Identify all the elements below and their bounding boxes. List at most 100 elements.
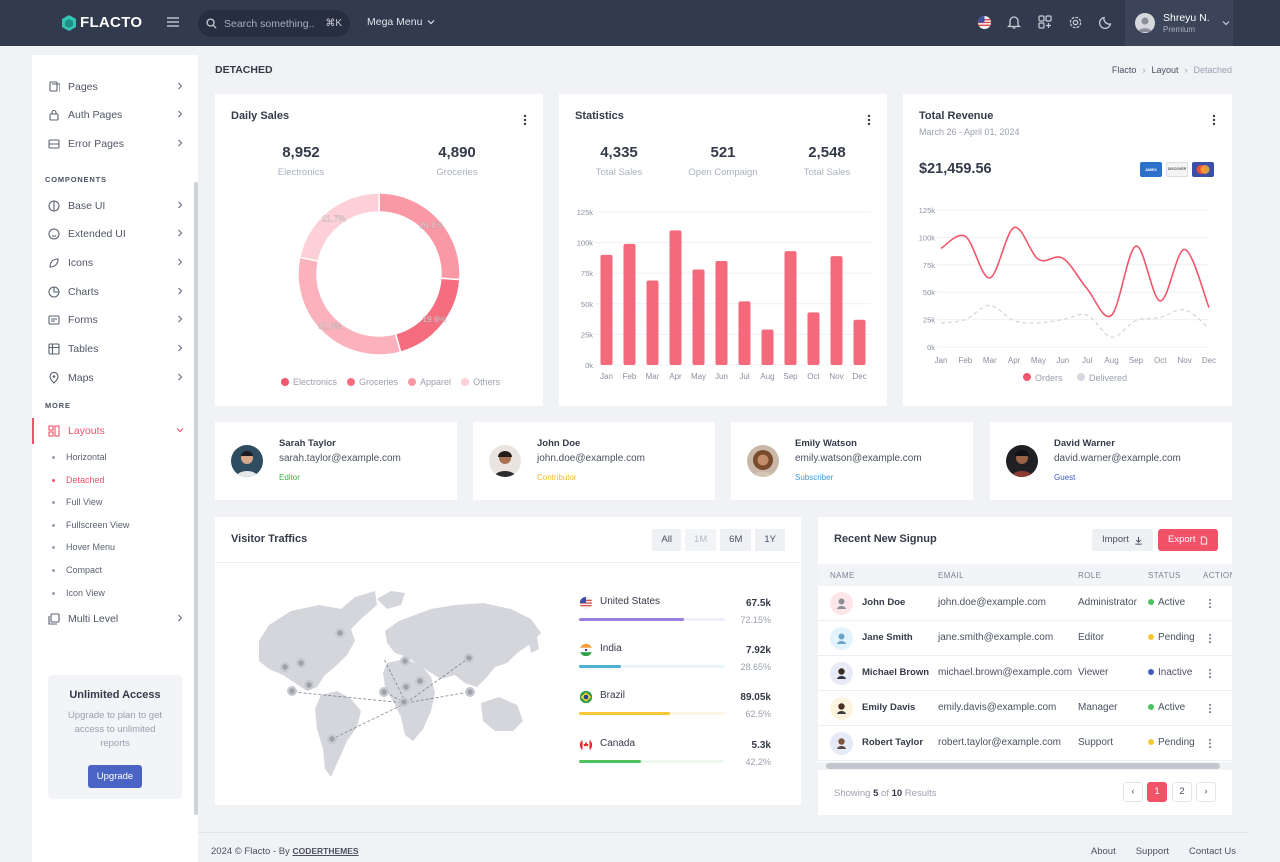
- more-vertical-icon[interactable]: [1208, 633, 1212, 644]
- sidebar-scrollbar[interactable]: [194, 182, 198, 815]
- stat-electronics: 8,952 Electronics: [251, 144, 351, 178]
- moon-icon[interactable]: [1099, 15, 1113, 29]
- breadcrumb-link[interactable]: Flacto: [1111, 65, 1137, 75]
- export-button[interactable]: Export: [1158, 529, 1219, 551]
- table-row[interactable]: John Doe john.doe@example.com Administra…: [818, 586, 1232, 621]
- legend-item[interactable]: Groceries: [347, 377, 398, 387]
- y-tick-label: 25k: [581, 330, 593, 339]
- contact-email[interactable]: david.warner@example.com: [1054, 453, 1181, 464]
- import-button[interactable]: Import: [1092, 529, 1153, 551]
- table-row[interactable]: Michael Brown michael.brown@example.com …: [818, 656, 1232, 691]
- stat-value: 8,952: [282, 144, 320, 161]
- sidebar-sub-label: Compact: [66, 565, 103, 575]
- user-email: jane.smith@example.com: [938, 632, 1054, 643]
- sidebar-item-error-pages[interactable]: Error Pages: [48, 136, 184, 152]
- sidebar-sub-icon-view[interactable]: Icon View: [52, 588, 105, 598]
- more-vertical-icon[interactable]: [1212, 114, 1216, 126]
- x-tick-label: Apr: [1008, 356, 1021, 365]
- footer-link-support[interactable]: Support: [1135, 846, 1169, 857]
- gear-icon[interactable]: [1068, 15, 1083, 30]
- menu-toggle-icon[interactable]: [166, 15, 180, 29]
- search-input[interactable]: Search something..: [224, 17, 315, 30]
- legend-item[interactable]: Electronics: [281, 377, 337, 387]
- apps-icon[interactable]: [1038, 15, 1052, 29]
- sidebar-item-auth-pages[interactable]: Auth Pages: [48, 107, 184, 123]
- breadcrumb-link[interactable]: Layout: [1151, 65, 1179, 75]
- chevron-right-icon: [178, 373, 183, 381]
- range-1y-button[interactable]: 1Y: [755, 529, 785, 551]
- range-all-button[interactable]: All: [652, 529, 681, 551]
- sidebar-item-charts[interactable]: Charts: [48, 284, 184, 300]
- sidebar-item-pages[interactable]: Pages: [48, 79, 184, 95]
- contact-email[interactable]: emily.watson@example.com: [795, 453, 922, 464]
- table-row[interactable]: Emily Davis emily.davis@example.com Mana…: [818, 691, 1232, 726]
- y-tick-label: 125k: [577, 208, 594, 217]
- more-vertical-icon[interactable]: [1208, 738, 1212, 749]
- sidebar-item-base-ui[interactable]: Base UI: [48, 198, 184, 214]
- col-role[interactable]: ROLE: [1078, 571, 1102, 580]
- flow-line: [385, 692, 407, 704]
- pagination-page-1[interactable]: 1: [1147, 782, 1167, 802]
- visitor-traffic-card: Visitor Traffics All 1M 6M 1Y United Sta…: [215, 517, 801, 805]
- contact-card[interactable]: Emily Watson emily.watson@example.com Su…: [731, 422, 973, 500]
- sidebar-item-label: Pages: [68, 81, 98, 93]
- table-scrollbar[interactable]: [818, 762, 1232, 770]
- footer-link-about[interactable]: About: [1090, 846, 1116, 857]
- col-email[interactable]: EMAIL: [938, 571, 965, 580]
- contact-card[interactable]: John Doe john.doe@example.com Contributo…: [473, 422, 715, 500]
- chevron-right-icon: [178, 344, 183, 352]
- range-1m-button[interactable]: 1M: [684, 529, 717, 551]
- bell-icon[interactable]: [1007, 15, 1021, 30]
- scrollbar-thumb[interactable]: [826, 763, 1220, 769]
- us-flag-icon[interactable]: [977, 15, 992, 30]
- pagination-next[interactable]: ›: [1196, 782, 1216, 802]
- divider: [215, 562, 801, 563]
- footer-link-contact[interactable]: Contact Us: [1189, 846, 1236, 857]
- more-vertical-icon[interactable]: [1208, 598, 1212, 609]
- sidebar-sub-fullscreen-view[interactable]: Fullscreen View: [52, 520, 129, 530]
- brand-logo[interactable]: FLACTO: [62, 14, 142, 31]
- contact-card[interactable]: David Warner david.warner@example.com Gu…: [990, 422, 1232, 500]
- sidebar-item-extended-ui[interactable]: Extended UI: [48, 226, 184, 242]
- table-row[interactable]: Robert Taylor robert.taylor@example.com …: [818, 726, 1232, 761]
- more-vertical-icon[interactable]: [1208, 703, 1212, 714]
- legend-item[interactable]: Apparel: [408, 377, 451, 387]
- contact-card[interactable]: Sarah Taylor sarah.taylor@example.com Ed…: [215, 422, 457, 500]
- col-action[interactable]: ACTION: [1203, 571, 1232, 580]
- col-name[interactable]: NAME: [830, 571, 855, 580]
- sidebar-item-tables[interactable]: Tables: [48, 341, 184, 357]
- contact-email[interactable]: sarah.taylor@example.com: [279, 453, 401, 464]
- more-vertical-icon[interactable]: [523, 114, 527, 126]
- range-6m-button[interactable]: 6M: [720, 529, 752, 551]
- chevron-right-icon: [178, 139, 183, 147]
- mega-menu-dropdown[interactable]: Mega Menu: [367, 16, 435, 28]
- col-status[interactable]: STATUS: [1148, 571, 1181, 580]
- sidebar-sub-horizontal[interactable]: Horizontal: [52, 452, 107, 462]
- sidebar-item-multi-level[interactable]: Multi Level: [48, 611, 184, 627]
- table-row[interactable]: Jane Smith jane.smith@example.com Editor…: [818, 621, 1232, 656]
- upgrade-title: Unlimited Access: [69, 689, 161, 701]
- more-vertical-icon[interactable]: [1208, 668, 1212, 679]
- contact-email[interactable]: john.doe@example.com: [537, 453, 645, 464]
- footer-brand-link[interactable]: CODERTHEMES: [292, 846, 359, 856]
- chevron-right-icon: [178, 110, 183, 118]
- pagination-prev[interactable]: ‹: [1123, 782, 1143, 802]
- sidebar-sub-hover-menu[interactable]: Hover Menu: [52, 542, 115, 552]
- sidebar-sub-label: Hover Menu: [66, 542, 116, 552]
- sidebar-sub-detached[interactable]: Detached: [52, 475, 105, 485]
- sidebar-item-forms[interactable]: Forms: [48, 312, 184, 328]
- country-name: Canada: [600, 738, 636, 749]
- more-vertical-icon[interactable]: [867, 114, 871, 126]
- sidebar-sub-compact[interactable]: Compact: [52, 565, 102, 575]
- revenue-card: Total Revenue March 26 - April 01, 2024 …: [903, 94, 1232, 406]
- sidebar-item-maps[interactable]: Maps: [48, 370, 184, 386]
- search-box[interactable]: Search something.. ⌘K: [198, 10, 350, 37]
- user-menu[interactable]: Shreyu N. Premium: [1125, 0, 1233, 46]
- sidebar-item-label: Tables: [68, 343, 99, 355]
- pagination-page-2[interactable]: 2: [1172, 782, 1192, 802]
- upgrade-button[interactable]: Upgrade: [87, 765, 143, 788]
- sidebar-item-layouts[interactable]: Layouts: [48, 423, 184, 439]
- legend-item[interactable]: Others: [461, 377, 500, 387]
- sidebar-item-icons[interactable]: Icons: [48, 255, 184, 271]
- sidebar-sub-full-view[interactable]: Full View: [52, 497, 102, 507]
